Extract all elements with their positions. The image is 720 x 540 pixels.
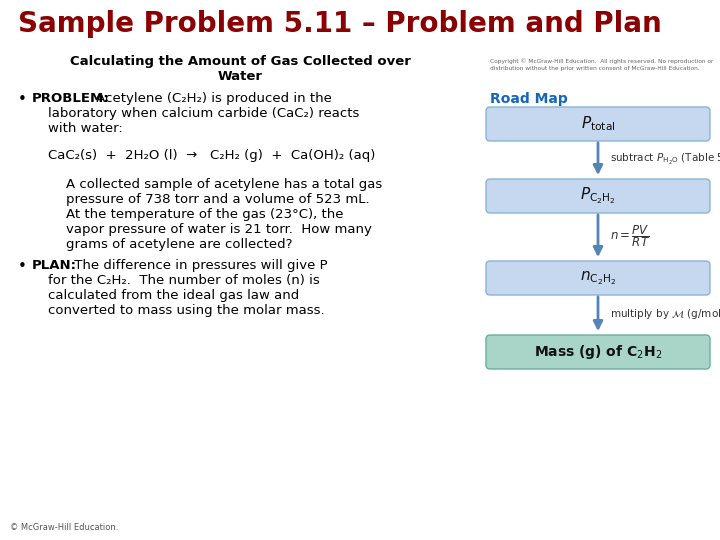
Text: At the temperature of the gas (23°C), the: At the temperature of the gas (23°C), th…	[66, 208, 343, 221]
Text: $\mathit{P}_{\mathrm{C_2H_2}}$: $\mathit{P}_{\mathrm{C_2H_2}}$	[580, 186, 616, 206]
Text: Sample Problem 5.11 – Problem and Plan: Sample Problem 5.11 – Problem and Plan	[18, 10, 662, 38]
FancyBboxPatch shape	[486, 261, 710, 295]
Text: Water: Water	[217, 70, 263, 83]
Text: •: •	[18, 92, 27, 107]
Text: Road Map: Road Map	[490, 92, 568, 106]
FancyBboxPatch shape	[486, 335, 710, 369]
Text: $\mathit{P}_{\mathrm{total}}$: $\mathit{P}_{\mathrm{total}}$	[581, 114, 616, 133]
Text: Copyright © McGraw-Hill Education.  All rights reserved. No reproduction or
dist: Copyright © McGraw-Hill Education. All r…	[490, 58, 714, 71]
Text: A collected sample of acetylene has a total gas: A collected sample of acetylene has a to…	[66, 178, 382, 191]
Text: grams of acetylene are collected?: grams of acetylene are collected?	[66, 238, 292, 251]
FancyBboxPatch shape	[486, 107, 710, 141]
FancyBboxPatch shape	[486, 179, 710, 213]
Text: •: •	[18, 259, 27, 274]
Text: pressure of 738 torr and a volume of 523 mL.: pressure of 738 torr and a volume of 523…	[66, 193, 369, 206]
Text: for the C₂H₂.  The number of moles (n) is: for the C₂H₂. The number of moles (n) is	[48, 274, 320, 287]
Text: PLAN:: PLAN:	[32, 259, 77, 272]
Text: with water:: with water:	[48, 122, 122, 135]
Text: Acetylene (C₂H₂) is produced in the: Acetylene (C₂H₂) is produced in the	[92, 92, 332, 105]
Text: subtract $P_{\mathrm{H_2O}}$ (Table 5.2): subtract $P_{\mathrm{H_2O}}$ (Table 5.2)	[610, 151, 720, 166]
Text: © McGraw-Hill Education.: © McGraw-Hill Education.	[10, 523, 118, 532]
Text: PROBLEM:: PROBLEM:	[32, 92, 109, 105]
Text: Calculating the Amount of Gas Collected over: Calculating the Amount of Gas Collected …	[70, 55, 410, 68]
Text: converted to mass using the molar mass.: converted to mass using the molar mass.	[48, 304, 325, 317]
Text: CaC₂(s)  +  2H₂O (l)  →   C₂H₂ (g)  +  Ca(OH)₂ (aq): CaC₂(s) + 2H₂O (l) → C₂H₂ (g) + Ca(OH)₂ …	[48, 149, 375, 162]
Text: The difference in pressures will give P: The difference in pressures will give P	[70, 259, 328, 272]
Text: vapor pressure of water is 21 torr.  How many: vapor pressure of water is 21 torr. How …	[66, 223, 372, 236]
Text: laboratory when calcium carbide (CaC₂) reacts: laboratory when calcium carbide (CaC₂) r…	[48, 107, 359, 120]
Text: multiply by $\mathcal{M}$ (g/mol): multiply by $\mathcal{M}$ (g/mol)	[610, 307, 720, 321]
Text: Mass (g) of C$_2$H$_2$: Mass (g) of C$_2$H$_2$	[534, 343, 662, 361]
Text: $n = \dfrac{PV}{RT}$: $n = \dfrac{PV}{RT}$	[610, 223, 650, 249]
Text: $\mathit{n}_{\mathrm{C_2H_2}}$: $\mathit{n}_{\mathrm{C_2H_2}}$	[580, 269, 616, 287]
Text: calculated from the ideal gas law and: calculated from the ideal gas law and	[48, 289, 300, 302]
